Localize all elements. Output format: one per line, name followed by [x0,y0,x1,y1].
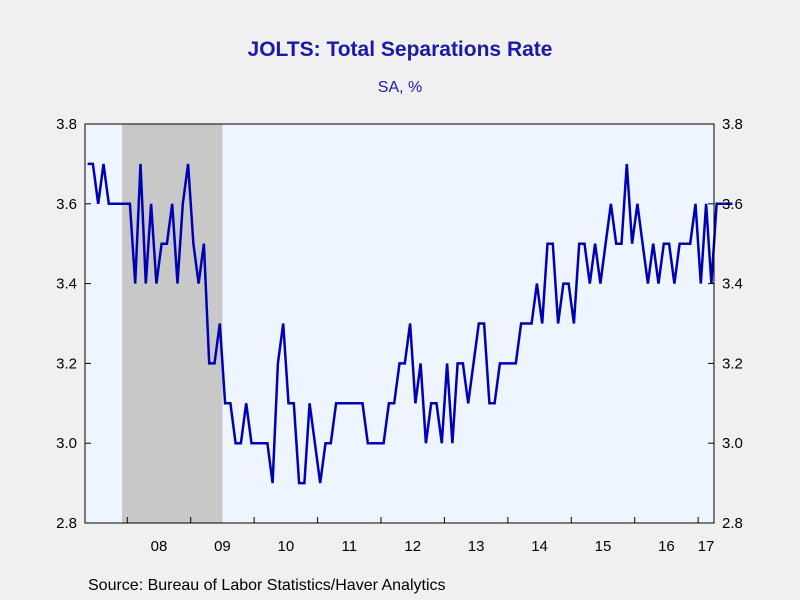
x-tick-label: 15 [595,538,612,555]
x-tick-label: 13 [468,538,485,555]
y-tick-label-left: 3.0 [56,435,77,452]
y-tick-label-right: 3.4 [722,276,743,293]
y-tick-label-right: 3.6 [722,196,743,213]
x-tick-label: 16 [658,538,675,555]
y-tick-label-right: 3.8 [722,116,743,133]
chart-subtitle: SA, % [377,79,423,96]
y-tick-label-right: 3.2 [722,355,743,372]
x-tick-label: 17 [698,538,715,555]
x-tick-label: 12 [404,538,421,555]
y-tick-label-left: 3.2 [56,355,77,372]
x-tick-label: 10 [278,538,295,555]
y-tick-label-right: 2.8 [722,515,743,532]
source-note: Source: Bureau of Labor Statistics/Haver… [88,577,446,594]
x-axis: 08 09 10 11 12 13 14 15 16 17 [126,517,715,555]
chart-title: JOLTS: Total Separations Rate [247,38,553,61]
y-tick-label-left: 3.6 [56,196,77,213]
series-line [87,162,733,485]
y-axis-right: 2.8 3.0 3.2 3.4 3.6 3.8 [708,116,743,532]
x-tick-label: 09 [214,538,231,555]
y-tick-label-right: 3.0 [722,435,743,452]
y-tick-label-left: 3.8 [56,116,77,133]
y-axis-left: 2.8 3.0 3.2 3.4 3.6 3.8 [56,116,91,532]
x-tick-label: 11 [341,538,357,555]
y-tick-label-left: 2.8 [56,515,77,532]
plot-frame [84,123,715,524]
x-tick-label: 14 [531,538,548,555]
x-tick-label: 08 [151,538,168,555]
y-tick-label-left: 3.4 [56,276,77,293]
